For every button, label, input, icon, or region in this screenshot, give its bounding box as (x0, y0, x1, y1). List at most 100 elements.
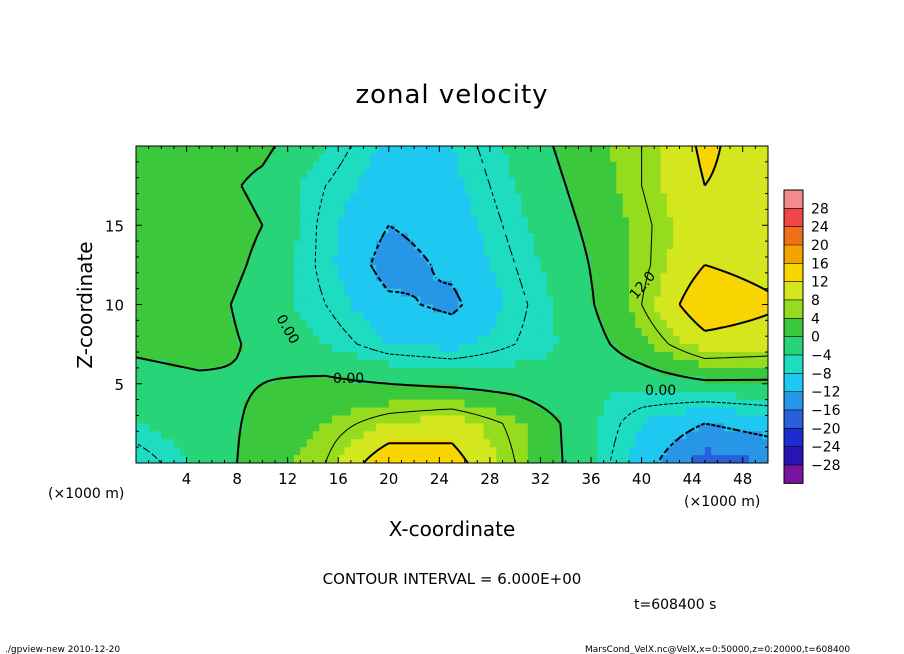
field-cell (717, 320, 725, 329)
field-cell (426, 447, 434, 456)
field-cell (711, 344, 719, 353)
field-cell (527, 399, 535, 409)
field-cell (382, 169, 390, 179)
field-cell (211, 352, 219, 361)
field-cell (685, 185, 693, 195)
field-cell (603, 455, 611, 463)
field-cell (622, 415, 630, 424)
field-cell (338, 249, 346, 258)
field-cell (565, 359, 573, 369)
field-cell (154, 217, 162, 226)
field-cell (673, 431, 681, 440)
field-cell (414, 153, 421, 163)
field-cell (698, 249, 706, 258)
field-cell (154, 304, 162, 314)
field-cell (610, 399, 617, 409)
field-cell (470, 296, 478, 306)
field-cell (211, 272, 219, 282)
field-cell (439, 367, 447, 377)
field-cell (515, 328, 523, 337)
field-cell (294, 439, 301, 448)
field-cell (660, 177, 668, 187)
field-cell (262, 153, 270, 163)
field-cell (635, 288, 643, 298)
field-cell (635, 264, 643, 274)
field-cell (477, 375, 485, 385)
field-cell (628, 185, 636, 195)
field-cell (572, 423, 579, 432)
field-cell (565, 447, 573, 456)
field-cell (357, 304, 365, 314)
field-cell (205, 375, 213, 385)
field-cell (654, 288, 662, 298)
field-cell (496, 352, 504, 361)
field-cell (407, 359, 415, 369)
field-cell (578, 193, 586, 203)
field-cell (527, 344, 535, 353)
field-cell (382, 423, 390, 432)
field-cell (192, 201, 200, 210)
field-cell (717, 296, 725, 306)
field-cell (723, 272, 731, 282)
field-cell (534, 256, 542, 266)
field-cell (369, 249, 377, 258)
field-cell (666, 272, 674, 282)
field-cell (300, 383, 308, 393)
field-cell (527, 296, 535, 306)
field-cell (502, 383, 510, 393)
field-cell (395, 431, 403, 440)
field-cell (192, 431, 200, 440)
field-cell (477, 264, 485, 274)
field-cell (458, 328, 466, 337)
field-cell (306, 336, 314, 345)
field-cell (515, 423, 523, 432)
field-cell (464, 455, 472, 463)
field-cell (382, 288, 390, 298)
field-cell (483, 344, 491, 353)
field-cell (249, 233, 257, 242)
field-cell (584, 233, 592, 242)
field-cell (685, 201, 693, 210)
field-cell (180, 431, 188, 440)
field-cell (711, 225, 719, 234)
field-cell (331, 153, 339, 163)
field-cell (723, 407, 731, 417)
field-cell (736, 312, 744, 321)
field-cell (338, 169, 346, 179)
field-cell (742, 225, 750, 234)
field-cell (508, 288, 516, 298)
field-cell (180, 153, 188, 163)
field-cell (489, 233, 497, 242)
field-cell (635, 359, 643, 369)
field-cell (287, 296, 295, 306)
field-cell (148, 161, 156, 171)
field-cell (382, 304, 390, 314)
field-cell (749, 193, 756, 203)
field-cell (749, 233, 756, 242)
field-cell (755, 249, 763, 258)
field-cell (306, 241, 314, 250)
field-cell (319, 391, 327, 401)
field-cell (502, 455, 510, 463)
field-cell (173, 233, 181, 242)
field-cell (572, 185, 579, 195)
field-cell (489, 296, 497, 306)
field-cell (483, 423, 491, 432)
field-cell (464, 161, 472, 171)
field-cell (527, 375, 535, 385)
field-cell (218, 407, 226, 417)
field-cell (136, 391, 143, 401)
field-cell (546, 447, 554, 456)
field-cell (433, 455, 440, 463)
field-cell (275, 185, 282, 195)
field-cell (660, 241, 668, 250)
field-cell (433, 423, 440, 432)
field-cell (755, 288, 763, 298)
field-cell (704, 241, 712, 250)
field-cell (148, 193, 156, 203)
field-cell (452, 336, 459, 345)
field-cell (363, 161, 371, 171)
field-cell (521, 399, 529, 409)
field-cell (515, 383, 523, 393)
field-cell (319, 288, 327, 298)
